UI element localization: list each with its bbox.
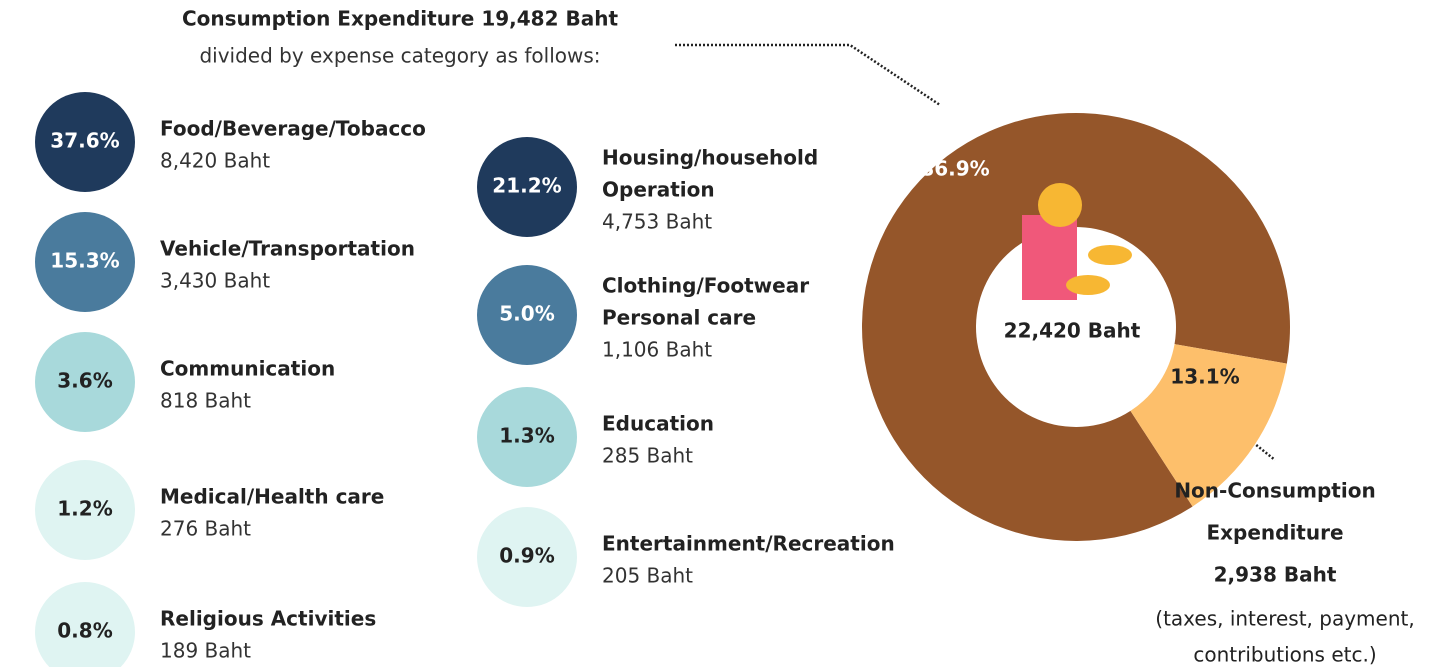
coin xyxy=(1088,245,1132,265)
category-percent: 37.6% xyxy=(50,129,119,153)
nc-title: Non-Consumption xyxy=(1174,479,1375,503)
nc-note: (taxes, interest, payment, xyxy=(1155,607,1414,631)
non-consumption: Non-Consumption Expenditure 2,938 Baht (… xyxy=(1155,479,1414,667)
category-amount: 276 Baht xyxy=(160,517,251,541)
center-label: 22,420 Baht xyxy=(1004,319,1141,343)
category-amount: 285 Baht xyxy=(602,444,693,468)
category-percent: 0.8% xyxy=(57,619,112,643)
title: Consumption Expenditure 19,482 Baht xyxy=(182,7,618,31)
category-amount: 4,753 Baht xyxy=(602,210,712,234)
category-label: Housing/household xyxy=(602,146,818,170)
category-amount: 3,430 Baht xyxy=(160,269,270,293)
category-label: Food/Beverage/Tobacco xyxy=(160,117,426,141)
category-percent: 5.0% xyxy=(499,302,554,326)
category-amount: 8,420 Baht xyxy=(160,149,270,173)
subtitle: divided by expense category as follows: xyxy=(199,44,600,68)
category-percent: 15.3% xyxy=(50,249,119,273)
coin xyxy=(1066,275,1110,295)
category-label: Religious Activities xyxy=(160,607,376,631)
nc-amount: 2,938 Baht xyxy=(1214,563,1337,587)
category-percent: 1.3% xyxy=(499,424,554,448)
category-label: Communication xyxy=(160,357,335,381)
category-percent: 21.2% xyxy=(492,174,561,198)
category-percent: 1.2% xyxy=(57,497,112,521)
category-label: Medical/Health care xyxy=(160,485,384,509)
category-amount: 205 Baht xyxy=(602,564,693,588)
nc-note: contributions etc.) xyxy=(1193,643,1376,667)
category-label: Vehicle/Transportation xyxy=(160,237,415,261)
category-label: Personal care xyxy=(602,306,756,330)
category-label: Clothing/Footwear xyxy=(602,274,809,298)
nc-title: Expenditure xyxy=(1206,521,1343,545)
infographic: Consumption Expenditure 19,482 Baht divi… xyxy=(0,0,1429,667)
category-amount: 189 Baht xyxy=(160,639,251,663)
category-label: Operation xyxy=(602,178,715,202)
slice-label: 86.9% xyxy=(920,157,989,181)
category-percent: 3.6% xyxy=(57,369,112,393)
slice-label: 13.1% xyxy=(1170,365,1239,389)
leader-line xyxy=(675,45,940,105)
category-label: Education xyxy=(602,412,714,436)
category-label: Entertainment/Recreation xyxy=(602,532,895,556)
category-amount: 1,106 Baht xyxy=(602,338,712,362)
coin xyxy=(1038,183,1082,227)
category-amount: 818 Baht xyxy=(160,389,251,413)
category-percent: 0.9% xyxy=(499,544,554,568)
